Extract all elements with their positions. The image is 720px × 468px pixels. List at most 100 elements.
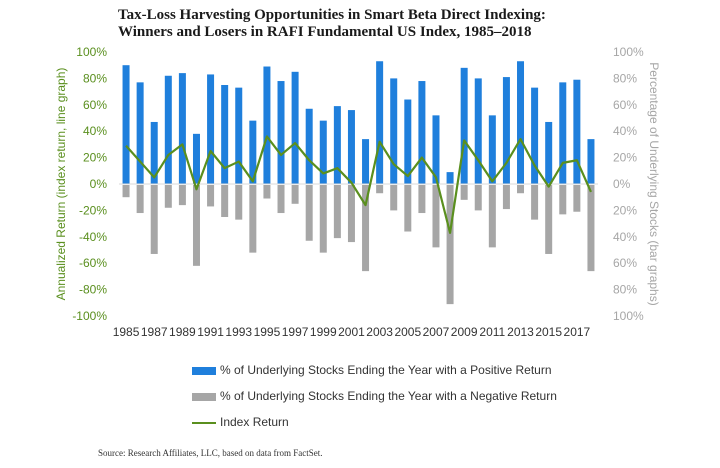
bar-positive-2010: [474, 78, 482, 184]
bar-negative-2004: [390, 185, 398, 211]
legend-swatch-negative: [192, 392, 216, 401]
y-tick-right: 60%: [613, 98, 637, 112]
bar-negative-2014: [531, 185, 539, 220]
bar-positive-1992: [221, 85, 229, 184]
bar-negative-2002: [362, 185, 370, 272]
chart-title: Tax-Loss Harvesting Opportunities in Sma…: [118, 7, 638, 41]
y-tick-left: -80%: [79, 283, 107, 297]
negative-bars: [122, 185, 595, 305]
bar-positive-2006: [418, 81, 426, 184]
y-tick-right: 100%: [613, 309, 644, 323]
positive-bars: [122, 61, 595, 184]
bar-negative-2005: [404, 185, 412, 232]
bar-positive-2002: [362, 139, 370, 184]
bar-negative-1992: [221, 185, 229, 217]
y-tick-right: 100%: [613, 45, 644, 59]
bar-positive-2000: [333, 106, 341, 184]
bar-negative-1998: [305, 185, 313, 241]
bar-positive-2003: [376, 61, 384, 184]
bar-positive-1999: [319, 120, 327, 184]
bar-negative-1990: [192, 185, 200, 266]
x-tick: 1985: [113, 325, 140, 339]
bar-negative-2006: [418, 185, 426, 214]
y-tick-left: -100%: [72, 309, 107, 323]
y-tick-right: 80%: [613, 71, 637, 85]
bar-negative-1989: [178, 185, 186, 206]
y-tick-right: 20%: [613, 151, 637, 165]
bar-positive-2004: [390, 78, 398, 184]
bar-positive-1987: [150, 121, 158, 184]
y-tick-right: 40%: [613, 230, 637, 244]
bar-negative-2009: [460, 185, 468, 200]
x-tick: 1993: [225, 325, 252, 339]
y-axis-title-left: Annualized Return (index return, line gr…: [54, 68, 68, 301]
bar-positive-2008: [446, 172, 454, 184]
bar-positive-1993: [235, 87, 243, 184]
x-tick: 2013: [507, 325, 534, 339]
bar-negative-2001: [347, 185, 355, 243]
bar-positive-2011: [488, 115, 496, 184]
y-tick-right: 20%: [613, 203, 637, 217]
bar-positive-1988: [164, 75, 172, 184]
bar-negative-2015: [545, 185, 553, 254]
bar-positive-2016: [559, 82, 567, 184]
source-note: Source: Research Affiliates, LLC, based …: [98, 448, 323, 458]
legend-item-positive: % of Underlying Stocks Ending the Year w…: [192, 362, 552, 378]
bar-negative-2000: [333, 185, 341, 239]
bar-negative-1986: [136, 185, 144, 214]
y-tick-left: 40%: [83, 124, 107, 138]
bar-negative-2008: [446, 185, 454, 305]
bar-positive-2017: [573, 79, 581, 184]
x-tick: 2015: [535, 325, 562, 339]
x-tick: 1997: [282, 325, 309, 339]
y-tick-left: -20%: [79, 203, 107, 217]
x-tick: 2009: [451, 325, 478, 339]
chart-title-line-2: Winners and Losers in RAFI Fundamental U…: [118, 24, 532, 40]
bar-positive-1998: [305, 108, 313, 184]
x-tick: 2005: [394, 325, 421, 339]
legend-item-index-return: Index Return: [192, 414, 289, 430]
index-return-line-path: [125, 135, 592, 234]
bar-positive-1994: [249, 120, 257, 184]
bar-negative-2013: [517, 185, 525, 194]
bar-positive-2005: [404, 99, 412, 184]
bar-negative-1995: [263, 185, 271, 199]
bar-positive-2015: [545, 121, 553, 184]
bar-positive-2018: [587, 139, 595, 184]
bar-negative-2011: [488, 185, 496, 248]
bar-negative-1987: [150, 185, 158, 254]
legend-swatch-index-return: [192, 421, 216, 424]
legend-label-index-return: Index Return: [220, 415, 289, 429]
bar-positive-1996: [277, 81, 285, 184]
x-tick: 1987: [141, 325, 168, 339]
x-tick: 2011: [479, 325, 505, 339]
index-return-line: [125, 135, 592, 234]
y-tick-right: 40%: [613, 124, 637, 138]
bar-negative-2016: [559, 185, 567, 215]
x-tick: 1999: [310, 325, 337, 339]
y-tick-right: 80%: [613, 283, 637, 297]
bar-positive-1995: [263, 66, 271, 184]
x-tick: 1991: [197, 325, 224, 339]
bar-negative-1993: [235, 185, 243, 220]
bar-negative-2017: [573, 185, 581, 212]
bar-positive-2007: [432, 115, 440, 184]
y-tick-left: -40%: [79, 230, 107, 244]
y-tick-right: 0%: [613, 177, 631, 191]
legend-label-negative: % of Underlying Stocks Ending the Year w…: [220, 389, 557, 403]
tick-labels: 100% 100% 80% 80% 60% 60% 40% 40% 20% 20% 0% 0% -20%…: [54, 45, 661, 339]
y-tick-left: 100%: [76, 45, 107, 59]
legend-label-positive: % of Underlying Stocks Ending the Year w…: [220, 363, 552, 377]
y-tick-left: 60%: [83, 98, 107, 112]
bar-positive-2009: [460, 67, 468, 184]
x-tick: 2001: [338, 325, 365, 339]
bar-negative-1991: [207, 185, 215, 207]
y-tick-left: 0%: [90, 177, 108, 191]
y-tick-left: -60%: [79, 256, 107, 270]
x-tick: 2003: [366, 325, 393, 339]
bar-positive-2012: [502, 77, 510, 184]
bar-positive-1989: [178, 73, 186, 184]
bar-positive-1986: [136, 82, 144, 184]
bar-negative-2003: [376, 185, 384, 194]
